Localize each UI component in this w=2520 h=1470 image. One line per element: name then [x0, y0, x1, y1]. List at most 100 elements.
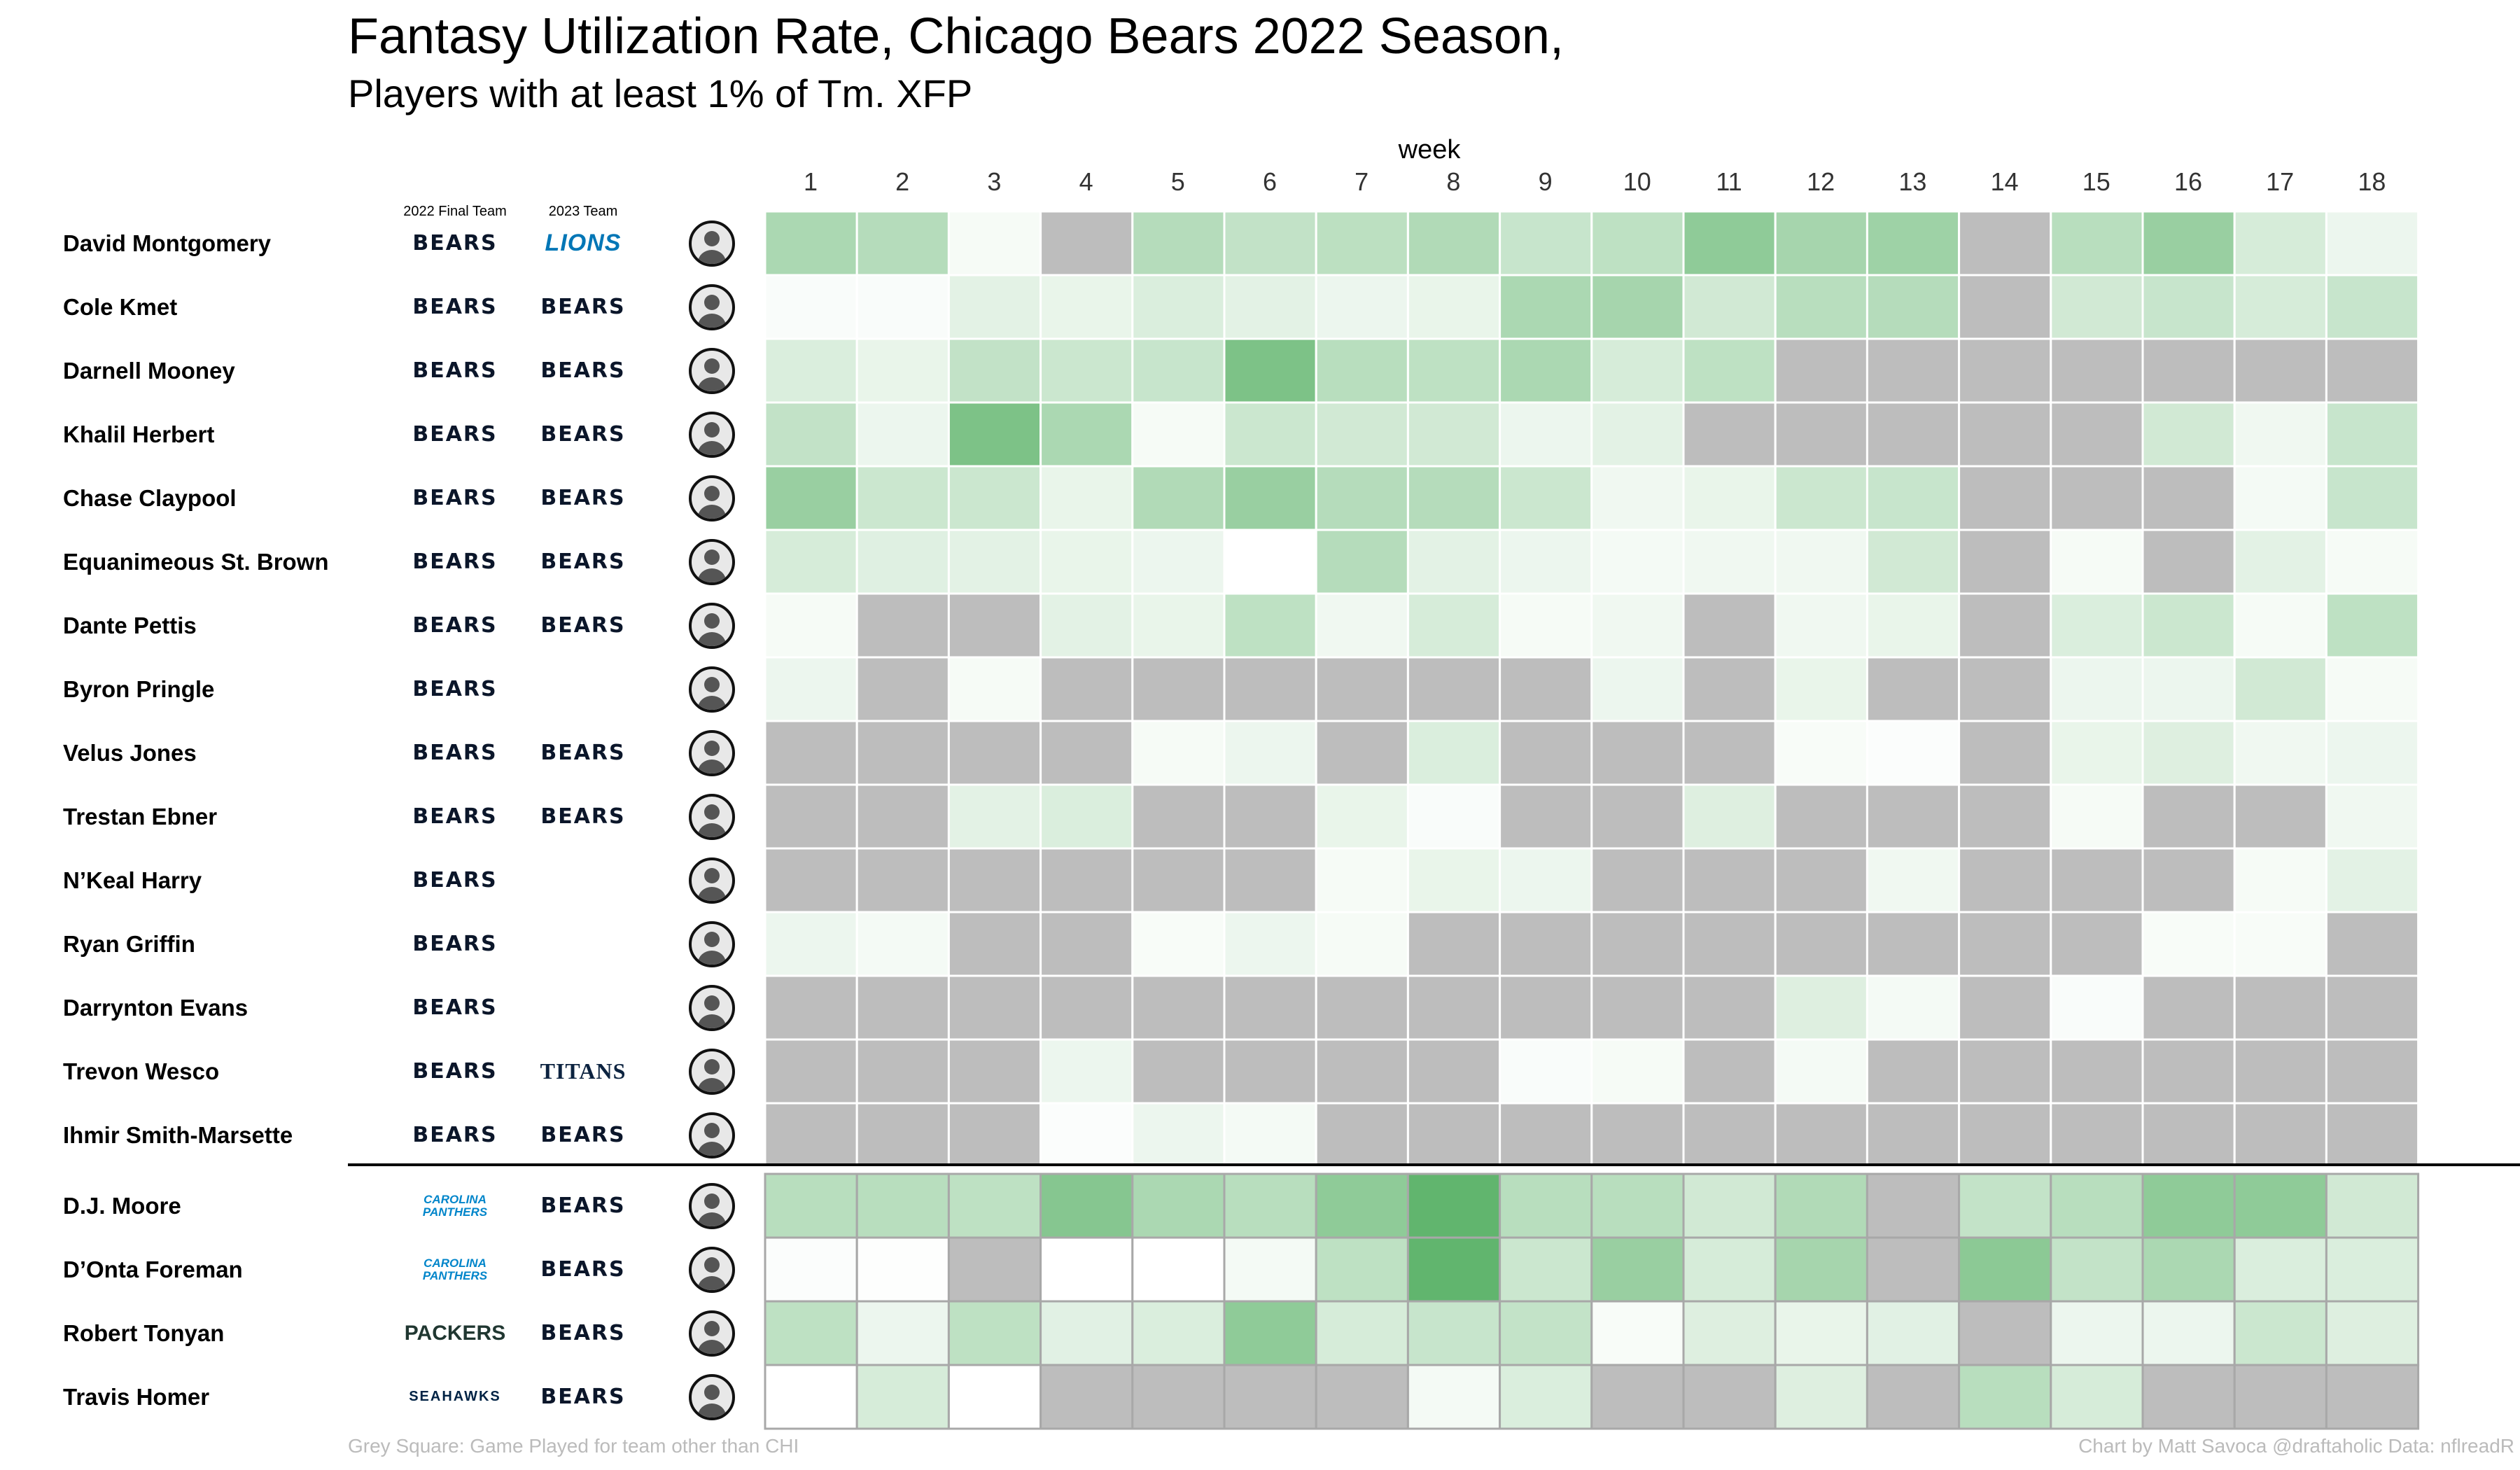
heatmap-cell — [1315, 274, 1409, 340]
heatmap-cell — [2141, 1300, 2236, 1366]
player-headshot — [689, 411, 735, 458]
heatmap-cell — [1131, 656, 1226, 722]
person-silhouette-icon — [698, 1058, 726, 1092]
heatmap-cell — [855, 847, 950, 913]
week-tick-5: 5 — [1170, 167, 1185, 196]
heatmap-cell — [1040, 656, 1134, 722]
next-team-logo-bears: BEARS — [540, 613, 626, 638]
player-headshot — [689, 1112, 735, 1158]
heatmap-cell — [1958, 656, 2052, 722]
next-team-logo-bears: BEARS — [540, 1385, 626, 1409]
heatmap-cell — [855, 401, 950, 468]
person-silhouette-icon — [698, 612, 726, 646]
heatmap-cell — [1774, 847, 1868, 913]
person-silhouette-icon — [698, 740, 726, 774]
heatmap-cell — [1406, 1364, 1502, 1430]
week-tick-9: 9 — [1538, 167, 1553, 196]
heatmap-cell — [1406, 465, 1502, 531]
heatmap-cell — [1040, 1038, 1134, 1105]
player-name: Travis Homer — [63, 1383, 210, 1410]
next-team-logo-bears: BEARS — [540, 550, 626, 574]
heatmap-cell — [2141, 210, 2236, 276]
heatmap-cell — [1040, 274, 1134, 340]
heatmap-cell — [1499, 1038, 1593, 1105]
heatmap-cell — [1406, 1102, 1502, 1168]
heatmap-cell — [1590, 274, 1685, 340]
player-name: D’Onta Foreman — [63, 1256, 243, 1282]
final-team-logo-bears: BEARS — [412, 358, 498, 383]
heatmap-cell — [1590, 1300, 1685, 1366]
final-team-logo-bears: BEARS — [412, 868, 498, 892]
heatmap-cell — [855, 337, 950, 404]
player-headshot — [689, 793, 735, 840]
heatmap-cell — [855, 528, 950, 595]
heatmap-cell — [1958, 1300, 2052, 1366]
week-tick-3: 3 — [987, 167, 1002, 196]
heatmap-cell — [1958, 974, 2052, 1041]
heatmap-cell — [1406, 337, 1502, 404]
heatmap-cell — [855, 1172, 950, 1239]
heatmap-cell — [764, 656, 858, 722]
heatmap-cell — [1499, 1300, 1593, 1366]
heatmap-cell — [764, 720, 858, 786]
heatmap-cell — [1223, 1102, 1317, 1168]
player-headshot — [689, 602, 735, 649]
player-name: Equanimeous St. Brown — [63, 548, 329, 575]
person-silhouette-icon — [698, 867, 726, 901]
heatmap-cell — [1682, 656, 1777, 722]
heatmap-cell — [1499, 274, 1593, 340]
heatmap-cell — [1774, 720, 1868, 786]
heatmap-cell — [1499, 847, 1593, 913]
heatmap-cell — [2233, 274, 2328, 340]
person-silhouette-icon — [698, 549, 726, 582]
heatmap-cell — [2233, 465, 2328, 531]
heatmap-cell — [764, 847, 858, 913]
heatmap-cell — [2050, 210, 2144, 276]
heatmap-cell — [2233, 974, 2328, 1041]
heatmap-cell — [1682, 1300, 1777, 1366]
heatmap-cell — [1131, 1038, 1226, 1105]
heatmap-cell — [2141, 274, 2236, 340]
heatmap-cell — [2050, 528, 2144, 595]
heatmap-cell — [947, 337, 1042, 404]
heatmap-cell — [2141, 592, 2236, 659]
heatmap-cell — [855, 783, 950, 850]
heatmap-cell — [1406, 592, 1502, 659]
heatmap-cell — [1131, 720, 1226, 786]
player-headshot — [689, 920, 735, 967]
heatmap-cell — [1499, 911, 1593, 977]
heatmap-cell — [1590, 1038, 1685, 1105]
heatmap-cell — [1406, 210, 1502, 276]
heatmap-cell — [1682, 592, 1777, 659]
heatmap-cell — [2050, 847, 2144, 913]
next-team-logo-bears: BEARS — [540, 358, 626, 383]
heatmap-cell — [1131, 528, 1226, 595]
heatmap-cell — [1682, 337, 1777, 404]
heatmap-cell — [1774, 656, 1868, 722]
heatmap-cell — [1958, 720, 2052, 786]
heatmap-cell — [2233, 783, 2328, 850]
week-tick-15: 15 — [2082, 167, 2110, 196]
final-team-logo-bears: BEARS — [412, 486, 498, 510]
heatmap-cell — [855, 1102, 950, 1168]
heatmap-cell — [1958, 465, 2052, 531]
heatmap-cell — [764, 1102, 858, 1168]
heatmap-cell — [1774, 528, 1868, 595]
heatmap-cell — [2141, 720, 2236, 786]
next-team-logo-bears: BEARS — [540, 486, 626, 510]
week-tick-18: 18 — [2358, 167, 2386, 196]
final-team-logo-bears: BEARS — [412, 1059, 498, 1084]
heatmap-cell — [855, 592, 950, 659]
heatmap-cell — [1315, 720, 1409, 786]
heatmap-cell — [1223, 337, 1317, 404]
heatmap-cell — [947, 1364, 1042, 1430]
heatmap-cell — [1865, 720, 1961, 786]
player-headshot — [689, 284, 735, 330]
heatmap-cell — [1774, 1038, 1868, 1105]
person-silhouette-icon — [698, 358, 726, 391]
heatmap-cell — [2141, 1038, 2236, 1105]
heatmap-cell — [1774, 1364, 1868, 1430]
next-team-logo-titans: TITANS — [540, 1058, 626, 1084]
player-name: Dante Pettis — [63, 612, 197, 638]
next-team-logo-bears: BEARS — [540, 1257, 626, 1282]
